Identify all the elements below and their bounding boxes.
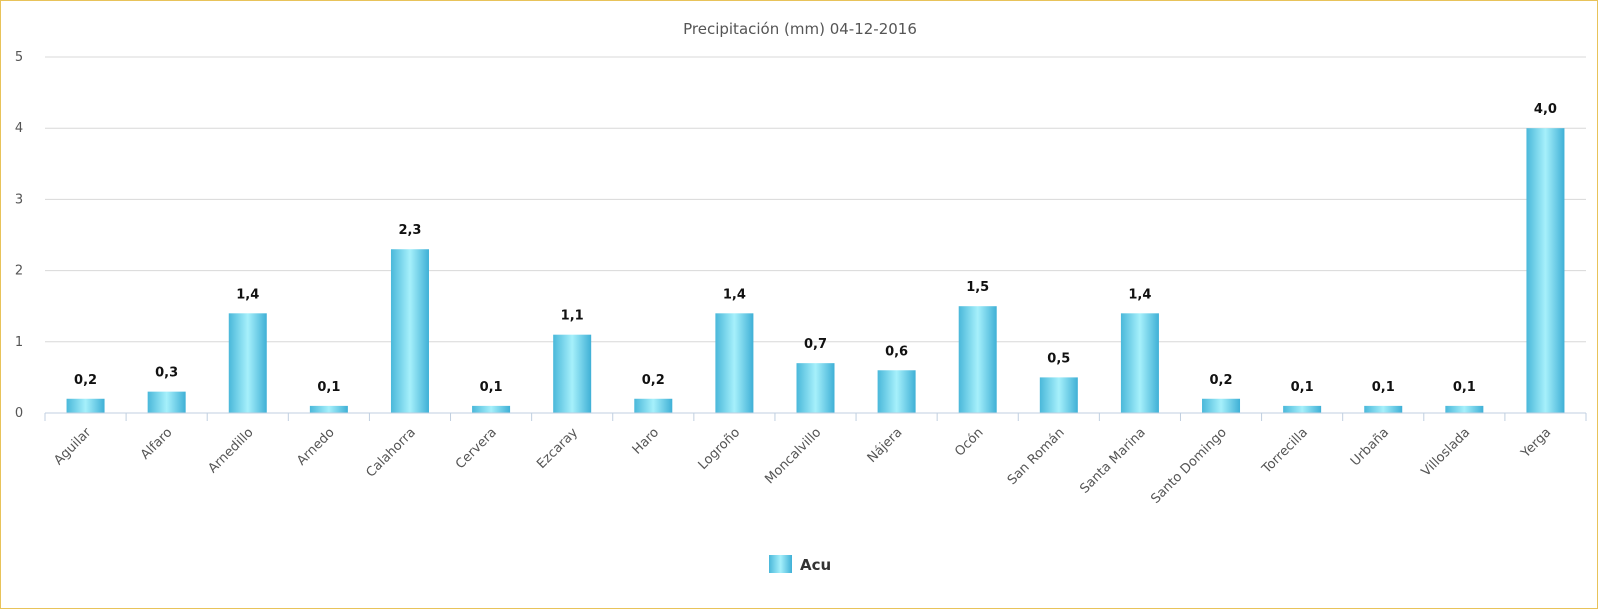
data-label: 0,1 [480,380,503,395]
x-tick-label: Alfaro [138,425,176,463]
x-tick-label: Nájera [865,425,906,466]
bars [66,128,1565,413]
bar[interactable] [1202,398,1241,413]
data-label: 0,5 [1047,351,1070,366]
x-axis: Aguilar Alfaro Arnedillo Arnedo Calahorra Cer… [44,412,1587,507]
data-label: 0,1 [1453,380,1476,395]
bar[interactable] [1120,313,1159,413]
x-tick-label: Torrecilla [1259,425,1311,477]
y-tick-label: 3 [15,192,23,207]
bar[interactable] [1039,377,1078,413]
x-tick-label: Ezcaray [534,425,581,472]
data-label: 0,2 [1210,373,1233,388]
legend-label-acu: Acu [800,556,831,574]
bar[interactable] [1283,405,1322,413]
x-tick-label: Yerga [1518,425,1554,461]
data-label: 1,4 [236,287,259,302]
bar[interactable] [634,398,673,413]
data-label: 0,3 [155,366,178,381]
bar[interactable] [796,363,835,413]
data-label: 0,6 [885,344,908,359]
data-label: 0,1 [317,380,340,395]
data-label: 1,4 [723,287,746,302]
x-tick-label: Ocón [952,425,986,459]
data-label: 2,3 [398,223,421,238]
bar[interactable] [228,313,267,413]
bar[interactable] [66,398,105,413]
bar[interactable] [715,313,754,413]
gridlines [45,56,1586,343]
bar[interactable] [390,249,429,413]
y-tick-label: 0 [15,406,23,421]
x-tick-label: Urbaña [1348,425,1392,469]
bar[interactable] [309,405,348,413]
y-tick-label: 1 [15,335,23,350]
data-label: 0,2 [74,373,97,388]
x-tick-label: Aguilar [51,425,95,469]
x-tick-label: Calahorra [363,425,418,480]
data-label: 1,5 [966,280,989,295]
bar[interactable] [877,370,916,413]
bar[interactable] [1445,405,1484,413]
x-tick-label: Moncalvillo [762,425,824,487]
x-tick-label: San Román [1005,425,1068,488]
legend[interactable]: Acu [769,555,831,574]
data-label: 4,0 [1534,102,1557,117]
bar[interactable] [472,405,511,413]
x-tick-label: Arnedillo [205,425,256,476]
x-tick-label: Villoslada [1419,425,1473,479]
data-labels: 0,2 0,3 1,4 0,1 2,3 0,1 1,1 0,2 1,4 0,7 0,6 1,5 0,5 1… [74,102,1557,395]
data-label: 1,4 [1128,287,1151,302]
data-label: 0,1 [1291,380,1314,395]
bar[interactable] [958,306,997,413]
bar[interactable] [1526,128,1565,413]
x-tick-label: Santa Marina [1077,425,1148,496]
bar[interactable] [147,391,186,413]
bar[interactable] [553,334,592,413]
x-tick-label: Cervera [453,425,500,472]
chart-title: Precipitación (mm) 04-12-2016 [683,20,917,38]
x-tick-label: Santo Domingo [1148,425,1230,507]
legend-swatch [769,555,792,573]
y-axis: 0 1 2 3 4 5 [15,50,23,421]
bar[interactable] [1364,405,1403,413]
y-tick-label: 5 [15,50,23,65]
data-label: 1,1 [561,309,584,324]
data-label: 0,2 [642,373,665,388]
data-label: 0,1 [1372,380,1395,395]
x-tick-label: Logroño [696,425,744,473]
data-label: 0,7 [804,337,827,352]
x-tick-label: Arnedo [294,425,337,468]
y-tick-label: 4 [15,121,23,136]
x-tick-label: Haro [630,425,662,457]
y-tick-label: 2 [15,264,23,279]
